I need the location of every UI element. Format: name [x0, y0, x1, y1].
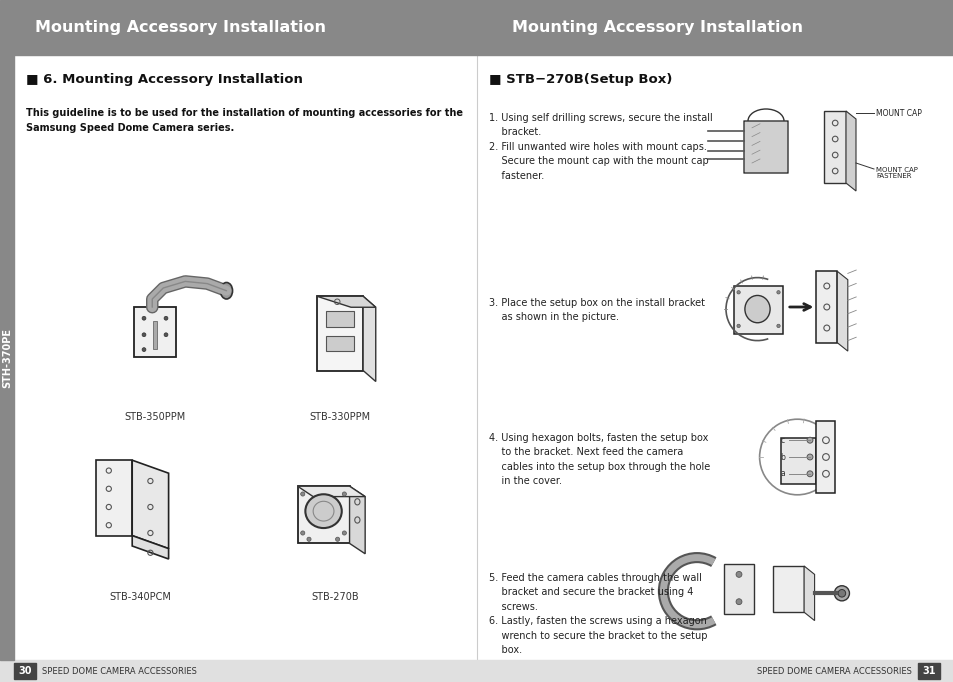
- Text: 30: 30: [18, 666, 31, 676]
- Bar: [723, 564, 753, 614]
- Text: This guideline is to be used for the installation of mounting accessories for th: This guideline is to be used for the ins…: [26, 108, 462, 133]
- Text: STB-330PPM: STB-330PPM: [309, 412, 370, 422]
- Circle shape: [342, 492, 346, 496]
- Polygon shape: [363, 296, 375, 381]
- Text: MOUNT CAP
FASTENER: MOUNT CAP FASTENER: [875, 166, 917, 179]
- Bar: [134, 308, 175, 357]
- Text: SPEED DOME CAMERA ACCESSORIES: SPEED DOME CAMERA ACCESSORIES: [42, 666, 196, 675]
- Bar: [734, 286, 781, 334]
- Circle shape: [335, 537, 339, 542]
- Polygon shape: [132, 535, 169, 559]
- Polygon shape: [316, 296, 375, 308]
- Text: MOUNT CAP: MOUNT CAP: [875, 108, 921, 117]
- Circle shape: [164, 333, 168, 337]
- Bar: [0, 660, 953, 682]
- Circle shape: [776, 324, 780, 327]
- Text: 4. Using hexagon bolts, fasten the setup box
    to the bracket. Next feed the c: 4. Using hexagon bolts, fasten the setup…: [489, 433, 709, 486]
- Bar: [297, 486, 349, 544]
- Text: STB-340PCM: STB-340PCM: [109, 592, 171, 602]
- Circle shape: [142, 316, 146, 320]
- Bar: [152, 321, 157, 349]
- Bar: [816, 271, 837, 342]
- Text: 31: 31: [922, 666, 935, 676]
- Polygon shape: [95, 460, 132, 535]
- Circle shape: [736, 572, 741, 578]
- Circle shape: [164, 316, 168, 320]
- Bar: [772, 566, 803, 612]
- Circle shape: [300, 531, 305, 535]
- Circle shape: [142, 348, 146, 351]
- Text: Mounting Accessory Installation: Mounting Accessory Installation: [35, 20, 326, 35]
- Bar: [326, 311, 354, 327]
- Text: SPEED DOME CAMERA ACCESSORIES: SPEED DOME CAMERA ACCESSORIES: [757, 666, 911, 675]
- Circle shape: [838, 589, 844, 597]
- Polygon shape: [132, 460, 169, 548]
- Text: b: b: [780, 452, 784, 462]
- Text: c: c: [780, 436, 784, 445]
- Circle shape: [806, 454, 812, 460]
- Circle shape: [806, 437, 812, 443]
- Polygon shape: [297, 486, 365, 496]
- Polygon shape: [803, 566, 814, 621]
- Text: STB-270B: STB-270B: [311, 592, 358, 602]
- Circle shape: [342, 531, 346, 535]
- Circle shape: [776, 291, 780, 294]
- Text: STB-350PPM: STB-350PPM: [124, 412, 186, 422]
- Circle shape: [736, 599, 741, 605]
- Ellipse shape: [744, 295, 769, 323]
- Text: a: a: [780, 469, 784, 478]
- Text: 1. Using self drilling screws, secure the install
    bracket.
2. Fill unwanted : 1. Using self drilling screws, secure th…: [489, 113, 712, 181]
- Ellipse shape: [305, 494, 341, 528]
- Circle shape: [307, 537, 311, 542]
- Bar: [326, 336, 354, 351]
- Polygon shape: [349, 486, 365, 554]
- Circle shape: [300, 492, 305, 496]
- Polygon shape: [845, 111, 855, 191]
- Text: ■ 6. Mounting Accessory Installation: ■ 6. Mounting Accessory Installation: [26, 73, 302, 86]
- Bar: [0, 0, 953, 55]
- Circle shape: [736, 291, 740, 294]
- Ellipse shape: [220, 282, 233, 299]
- Text: STH-370PE: STH-370PE: [2, 327, 12, 387]
- Bar: [0, 55, 14, 660]
- FancyBboxPatch shape: [743, 121, 787, 173]
- Bar: [14, 663, 36, 679]
- Circle shape: [806, 471, 812, 477]
- Polygon shape: [837, 271, 847, 351]
- Circle shape: [142, 333, 146, 337]
- Text: 3. Place the setup box on the install bracket
    as shown in the picture.: 3. Place the setup box on the install br…: [489, 298, 704, 323]
- Circle shape: [736, 324, 740, 327]
- Text: ■ STB−270B(Setup Box): ■ STB−270B(Setup Box): [489, 73, 672, 86]
- Bar: [823, 111, 845, 183]
- Bar: [780, 438, 816, 484]
- Bar: [917, 663, 939, 679]
- Circle shape: [834, 586, 848, 601]
- Bar: [316, 296, 363, 370]
- Text: 5. Feed the camera cables through the wall
    bracket and secure the bracket us: 5. Feed the camera cables through the wa…: [489, 573, 707, 655]
- Bar: [816, 421, 834, 492]
- Text: Mounting Accessory Installation: Mounting Accessory Installation: [512, 20, 802, 35]
